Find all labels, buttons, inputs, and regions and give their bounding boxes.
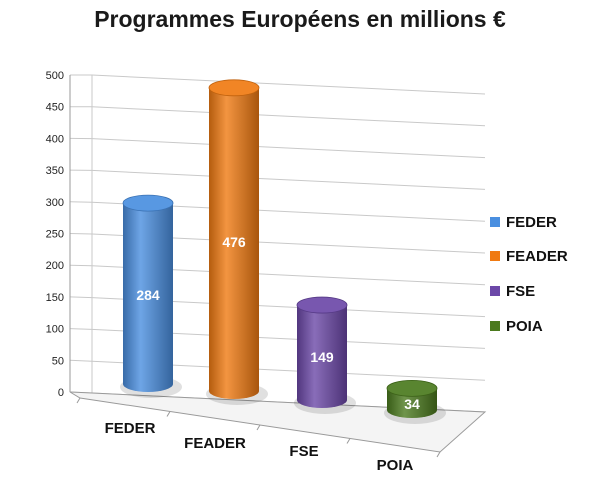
x-category-label: FEADER	[184, 435, 246, 452]
x-axis-tick	[346, 438, 351, 444]
bar-body	[387, 388, 437, 418]
bars: 284 476 149 34	[120, 79, 446, 424]
x-category-label: FSE	[289, 443, 318, 460]
x-axis-tick	[166, 411, 171, 417]
legend-swatch	[490, 321, 500, 331]
bar-top	[296, 296, 348, 314]
x-category-label: FEDER	[105, 420, 156, 437]
legend-swatch	[490, 251, 500, 261]
legend: FEDER FEADER FSE POIA	[490, 214, 568, 335]
y-tick-label: 300	[46, 197, 64, 209]
gridline	[69, 106, 486, 127]
x-axis-tick	[436, 451, 441, 458]
bar-fse: 149	[294, 296, 356, 414]
legend-label: FEADER	[506, 248, 568, 265]
data-label: 149	[310, 349, 334, 365]
gridline	[69, 169, 486, 190]
legend-item: FEADER	[490, 248, 568, 265]
y-tick-label: 500	[46, 70, 64, 82]
y-tick-label: 350	[46, 165, 64, 177]
bar-body	[123, 203, 173, 392]
y-tick-label: 450	[46, 102, 64, 114]
x-axis-tick	[76, 397, 81, 404]
legend-swatch	[490, 217, 500, 227]
legend-label: FSE	[506, 283, 535, 300]
y-tick-label: 150	[46, 292, 64, 304]
bar-body	[209, 87, 259, 400]
bar-top	[386, 379, 438, 397]
bar-top	[208, 79, 260, 97]
y-tick-label: 0	[58, 387, 64, 399]
bar-feder: 284	[120, 194, 182, 398]
x-category-label: POIA	[377, 457, 414, 474]
gridline	[70, 74, 486, 95]
y-tick-label: 200	[46, 260, 64, 272]
bar-feader: 476	[206, 79, 268, 405]
legend-label: FEDER	[506, 214, 557, 231]
bar-body	[297, 305, 347, 408]
y-axis-ticks: 0 50 100 150 200 250 300 350 400 450 500	[46, 70, 64, 399]
data-label: 284	[136, 287, 160, 303]
legend-item: POIA	[490, 318, 543, 335]
bar-top	[122, 194, 174, 212]
y-tick-label: 100	[46, 324, 64, 336]
gridline	[69, 137, 486, 159]
legend-swatch	[490, 286, 500, 296]
data-label: 476	[222, 234, 246, 250]
data-label: 34	[404, 396, 420, 412]
legend-item: FEDER	[490, 214, 557, 231]
legend-item: FSE	[490, 283, 535, 300]
chart-title: Programmes Européens en millions €	[94, 6, 506, 32]
x-axis-tick	[256, 424, 261, 431]
y-tick-label: 400	[46, 133, 64, 145]
legend-label: POIA	[506, 318, 543, 335]
y-tick-label: 50	[52, 355, 64, 367]
x-axis-labels: FEDER FEADER FSE POIA	[105, 420, 414, 474]
chart-floor	[69, 391, 487, 453]
bar-poia: 34	[384, 379, 446, 424]
y-tick-label: 250	[46, 229, 64, 241]
gridlines	[69, 74, 487, 458]
